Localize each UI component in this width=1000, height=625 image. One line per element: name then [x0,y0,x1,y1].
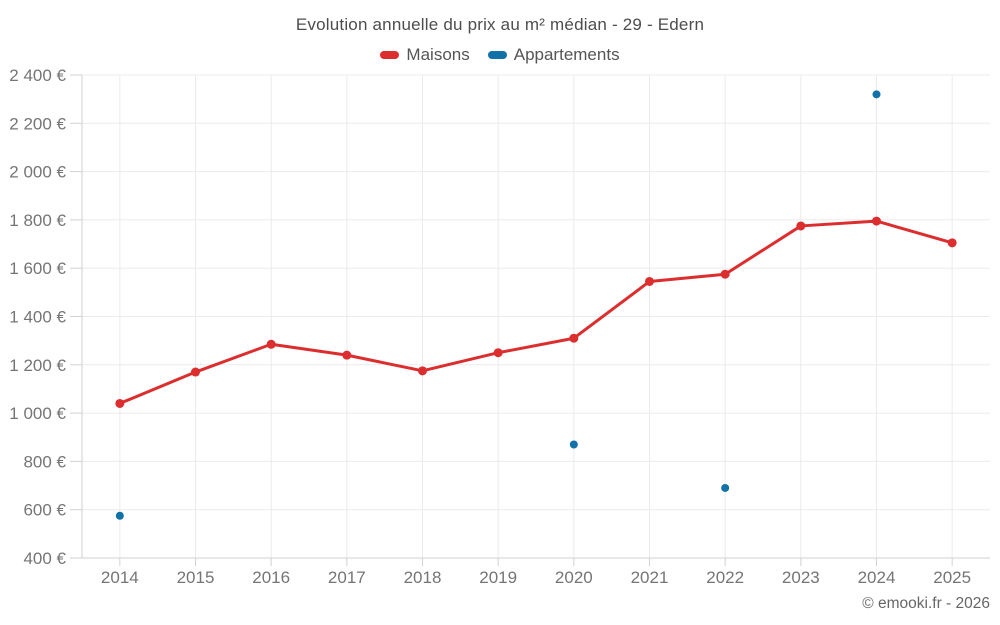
svg-text:600 €: 600 € [23,501,66,520]
copyright: © emooki.fr - 2026 [862,595,990,612]
svg-text:800 €: 800 € [23,452,66,471]
svg-text:2024: 2024 [858,568,896,587]
svg-text:2023: 2023 [782,568,820,587]
appartements-swatch-icon [487,51,507,59]
svg-text:2017: 2017 [328,568,366,587]
svg-text:2016: 2016 [252,568,290,587]
legend-label-appartements: Appartements [513,45,620,64]
legend-item-maisons[interactable]: Maisons [380,45,470,65]
svg-text:1 600 €: 1 600 € [9,259,66,278]
svg-text:1 400 €: 1 400 € [9,308,66,327]
svg-text:2018: 2018 [404,568,442,587]
svg-text:2022: 2022 [706,568,744,587]
chart-title: Evolution annuelle du prix au m² médian … [295,15,705,34]
svg-text:2025: 2025 [933,568,971,587]
svg-text:2019: 2019 [479,568,517,587]
svg-text:2014: 2014 [101,568,139,587]
svg-text:1 000 €: 1 000 € [9,404,66,423]
maisons-swatch-icon [380,51,400,59]
svg-text:2 200 €: 2 200 € [9,114,66,133]
chart-legend: Maisons Appartements [0,45,1000,65]
svg-text:2 000 €: 2 000 € [9,163,66,182]
legend-label-maisons: Maisons [406,45,470,64]
svg-text:2021: 2021 [631,568,669,587]
svg-text:1 200 €: 1 200 € [9,356,66,375]
legend-item-appartements[interactable]: Appartements [487,45,620,65]
svg-text:1 800 €: 1 800 € [9,211,66,230]
svg-text:2015: 2015 [177,568,215,587]
svg-text:2 400 €: 2 400 € [9,66,66,85]
svg-text:400 €: 400 € [23,549,66,568]
svg-text:2020: 2020 [555,568,593,587]
